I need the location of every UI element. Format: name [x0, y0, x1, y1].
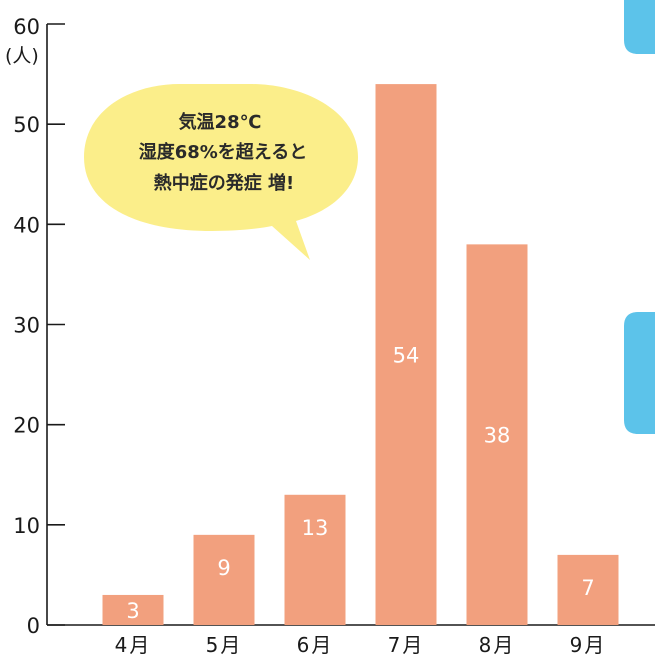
annotation-bubble-shape [84, 84, 358, 260]
bar [466, 244, 528, 625]
y-tick-label: 50 [13, 113, 40, 137]
annotation-line-1: 気温28℃ [179, 111, 262, 133]
bar [284, 494, 346, 625]
annotation-line-3: 熱中症の発症 増! [154, 172, 294, 194]
x-category-label: 4月 [115, 633, 152, 657]
y-tick-label: 40 [13, 213, 40, 237]
y-tick-label: 10 [13, 514, 40, 538]
bar-data-label: 13 [302, 516, 329, 540]
annotation-bubble: 気温28℃ 湿度68%を超えると 熱中症の発症 増! [84, 84, 358, 260]
x-category-label: 5月 [206, 633, 243, 657]
bar [375, 84, 437, 626]
y-tick-label: 60 [13, 15, 40, 39]
bar-data-label: 3 [126, 599, 139, 623]
bar [193, 534, 255, 625]
y-tick-label: 30 [13, 314, 40, 338]
bar [102, 594, 164, 625]
y-tick-label: 0 [27, 614, 40, 638]
annotation-line-2: 湿度68%を超えると [139, 141, 308, 163]
side-tab-middle [624, 312, 655, 434]
bar-data-label: 7 [581, 576, 594, 600]
x-category-label: 7月 [388, 633, 425, 657]
side-tab-top [624, 0, 655, 54]
x-category-label: 8月 [479, 633, 516, 657]
bar [557, 554, 619, 625]
bar-data-label: 54 [393, 344, 420, 368]
bar-data-label: 38 [484, 424, 511, 448]
x-category-label: 6月 [297, 633, 334, 657]
y-tick-label: 20 [13, 414, 40, 438]
y-unit-label: (人) [5, 45, 39, 67]
x-category-label: 9月 [570, 633, 607, 657]
bar-data-label: 9 [217, 556, 230, 580]
